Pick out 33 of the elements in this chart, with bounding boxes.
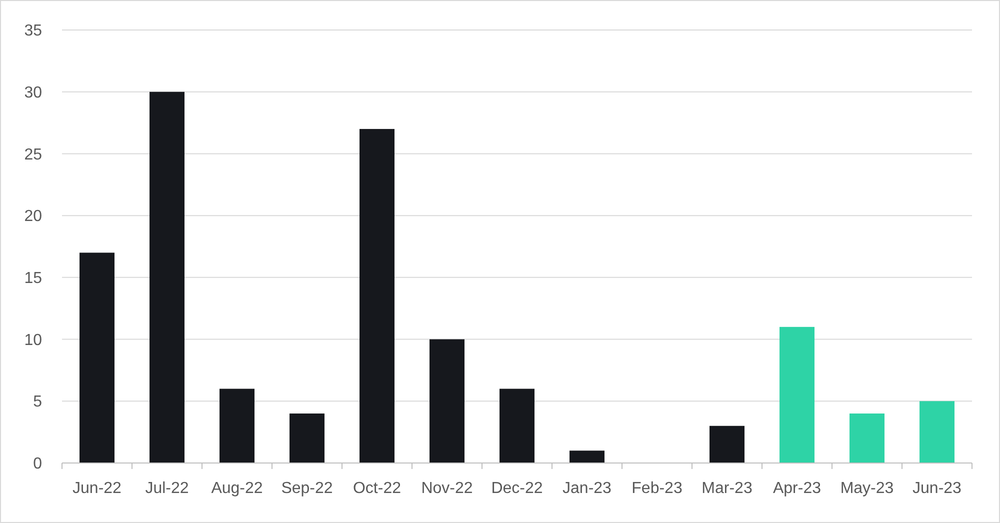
y-tick-label: 10 (24, 332, 42, 349)
x-tick-label: Oct-22 (352, 480, 402, 497)
x-tick-label: Jun-23 (912, 480, 962, 497)
x-tick-label: May-23 (840, 480, 894, 497)
y-tick-label: 25 (24, 146, 42, 164)
y-tick-label: 15 (24, 270, 42, 288)
bar (500, 388, 534, 463)
x-tick-label: Jun-22 (72, 480, 122, 497)
x-tick-label: Sep-22 (281, 480, 333, 497)
y-tick-label: 30 (24, 84, 42, 102)
y-tick-label: 0 (33, 456, 42, 473)
x-tick-label: Apr-23 (772, 480, 822, 497)
bar (360, 128, 394, 463)
bar (780, 326, 814, 463)
bar (80, 252, 114, 463)
x-tick-label: Feb-23 (632, 480, 682, 497)
x-tick-label: Aug-22 (211, 480, 263, 497)
bar (920, 401, 954, 463)
bar (220, 388, 254, 463)
bar (430, 339, 464, 463)
bar (290, 414, 324, 463)
y-tick-label: 5 (33, 394, 42, 411)
x-tick-label: Mar-23 (702, 480, 752, 497)
y-tick-label: 35 (24, 22, 42, 40)
x-tick-label: Jan-23 (562, 480, 612, 497)
bar (150, 92, 184, 463)
bar (570, 450, 604, 463)
bar (710, 426, 744, 463)
y-tick-label: 20 (24, 208, 42, 226)
x-tick-label: Dec-22 (491, 480, 543, 497)
x-tick-label: Jul-22 (145, 480, 189, 497)
bar (850, 414, 884, 463)
x-tick-label: Nov-22 (421, 480, 473, 497)
